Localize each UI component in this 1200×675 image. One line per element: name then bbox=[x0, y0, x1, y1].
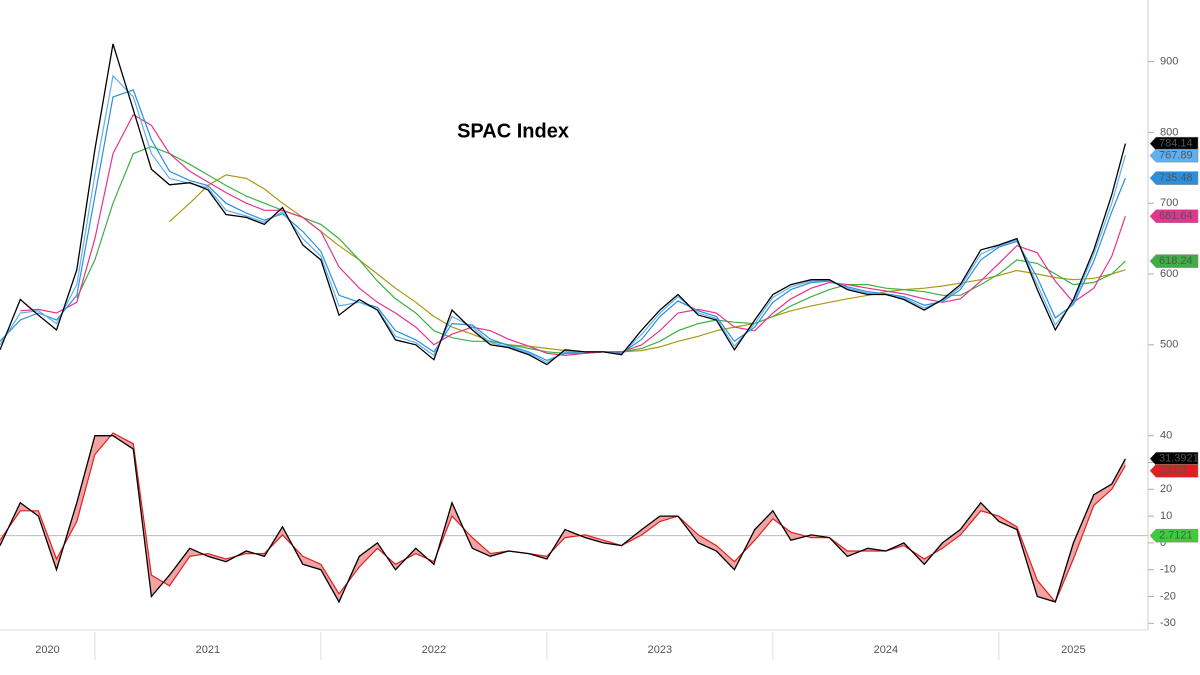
series-line bbox=[0, 435, 1126, 604]
value-tag-label: 784.14 bbox=[1159, 138, 1193, 150]
x-tick-label: 2021 bbox=[196, 644, 220, 656]
value-tag-label: 28.88 bbox=[1159, 465, 1187, 477]
value-tag bbox=[1149, 254, 1199, 268]
y-tick-label: -10 bbox=[1160, 564, 1176, 576]
value-tag bbox=[1149, 452, 1199, 466]
value-tag-label: 767.89 bbox=[1159, 150, 1193, 162]
x-tick-label: 2022 bbox=[422, 644, 446, 656]
y-tick-label: 10 bbox=[1160, 510, 1172, 522]
value-tag-label: 735.48 bbox=[1159, 172, 1193, 184]
x-tick-label: 2025 bbox=[1061, 644, 1085, 656]
y-tick-label: 600 bbox=[1160, 268, 1178, 280]
value-tag bbox=[1149, 136, 1199, 151]
x-tick-label: 2020 bbox=[35, 644, 59, 656]
y-tick-label: -30 bbox=[1160, 617, 1176, 629]
series-line bbox=[0, 432, 1126, 604]
y-tick-label: 800 bbox=[1160, 126, 1178, 138]
series-line bbox=[0, 89, 1126, 362]
y-tick-label: -20 bbox=[1160, 590, 1176, 602]
chart-title: SPAC Index bbox=[457, 120, 569, 142]
series-line bbox=[169, 174, 1126, 353]
value-tag-label: 31.3921 bbox=[1159, 453, 1199, 465]
y-tick-label: 700 bbox=[1160, 197, 1178, 209]
value-tag bbox=[1149, 171, 1199, 185]
value-tag bbox=[1149, 148, 1199, 163]
value-tag-label: 618.24 bbox=[1159, 255, 1193, 267]
series-line bbox=[0, 43, 1127, 366]
y-tick-label: 900 bbox=[1160, 56, 1178, 68]
value-tag-label: 681.64 bbox=[1159, 210, 1193, 222]
series-line bbox=[0, 74, 1126, 364]
series-line bbox=[20, 113, 1126, 357]
y-tick-label: 500 bbox=[1160, 339, 1178, 351]
y-tick-label: 20 bbox=[1160, 483, 1172, 495]
y-tick-label: 0 bbox=[1160, 537, 1166, 549]
y-tick-label: 40 bbox=[1160, 430, 1172, 442]
value-tag bbox=[1149, 464, 1199, 478]
x-tick-label: 2024 bbox=[874, 644, 898, 656]
x-tick-label: 2023 bbox=[648, 644, 672, 656]
value-tag-label: 2.7121 bbox=[1159, 530, 1193, 542]
value-tag bbox=[1149, 528, 1199, 543]
value-tag bbox=[1149, 209, 1199, 223]
